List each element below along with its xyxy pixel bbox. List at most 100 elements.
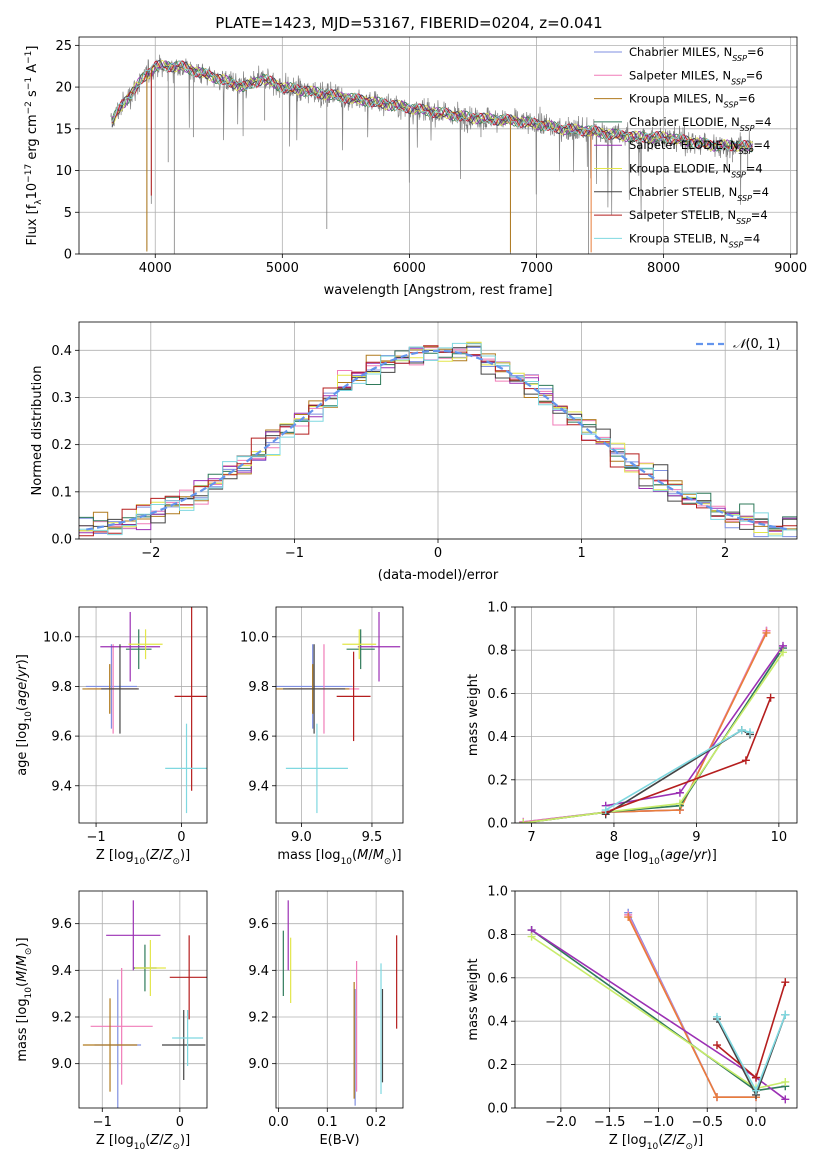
mass-weight-line — [716, 981, 787, 1079]
x-tick-label: 9 — [692, 830, 700, 845]
mass-weight-line — [627, 912, 756, 1098]
y-tick-label: 1.0 — [487, 601, 508, 616]
legend-entry: Salpeter STELIB, NSSP=4 — [629, 208, 768, 226]
axes-frame — [78, 890, 208, 1109]
y-tick-label: 9.4 — [51, 779, 72, 794]
x-tick-label: 8 — [610, 830, 618, 845]
y-tick-label: 0.0 — [51, 533, 72, 548]
model-spectrum-line — [111, 60, 753, 152]
y-axis-label: Flux [fλ10−17 erg cm−2 s−1 A−1] — [24, 46, 44, 246]
x-tick-label: 0.1 — [317, 1115, 338, 1130]
y-tick-label: 25 — [55, 39, 72, 54]
panel-mass-vs-ebv: 0.0 0.1 0.2 9.0 9.2 9.4 9.6 E(B-V) — [248, 890, 404, 1148]
x-tick-label: 5000 — [266, 261, 299, 276]
legend-entry: 𝒩(0, 1) — [733, 337, 780, 352]
panel-mass-vs-Z: −1 0 9.0 9.2 9.4 9.6 Z [log10(Z/Z⊙)] mass [log1… — [15, 890, 208, 1152]
legend: Chabrier MILES, NSSP=6 Salpeter MILES, NS… — [594, 45, 771, 249]
x-tick-label: 0 — [434, 546, 442, 561]
y-tick-label: 0.0 — [487, 817, 508, 832]
mass-weight-marker — [527, 932, 536, 941]
mass-weight-marker — [752, 1086, 761, 1095]
legend-entry: Chabrier ELODIE, NSSP=4 — [629, 115, 771, 132]
y-tick-label: 0.0 — [487, 1102, 508, 1117]
errorbar-point — [283, 644, 346, 734]
x-tick-label: 8000 — [647, 261, 680, 276]
y-tick-label: 0.4 — [487, 1015, 508, 1030]
model-spectrum-line — [112, 59, 753, 152]
x-axis-label: Z [log10(Z/Z⊙)] — [96, 848, 190, 867]
y-tick-label: 10 — [55, 164, 72, 179]
x-tick-label: 2 — [721, 546, 729, 561]
y-tick-label: 9.4 — [51, 964, 72, 979]
x-axis-label: (data-model)/error — [378, 568, 499, 583]
panel-age-vs-mass: 9.0 9.5 9.4 9.6 9.8 10.0 mass [log10(M/M⊙)] — [240, 606, 404, 867]
x-tick-label: 1 — [577, 546, 585, 561]
axes-frame — [275, 890, 404, 1109]
y-tick-label: 0.8 — [487, 644, 508, 659]
x-tick-label: 9.5 — [362, 830, 383, 845]
mass-weight-marker — [752, 1073, 761, 1082]
x-axis-label: mass [log10(M/M⊙)] — [277, 848, 401, 867]
errorbar-point — [90, 968, 153, 1085]
mass-weight-line — [523, 630, 768, 823]
y-tick-label: 9.0 — [51, 1057, 72, 1072]
y-tick-label: 0 — [64, 248, 72, 263]
mass-weight-marker — [712, 1012, 721, 1021]
y-axis-label: age [log10(age/yr)] — [15, 654, 34, 776]
mass-weight-marker — [601, 806, 610, 815]
axes-frame — [275, 606, 404, 824]
y-tick-label: 1.0 — [487, 885, 508, 900]
panel-massweight-vs-Z: −2.0 −1.5 −1.0 −0.5 0.0 0.0 0.2 0.4 0.6 0.8 1.0 Z [… — [466, 885, 798, 1152]
errorbar-point — [165, 723, 207, 814]
mass-weight-marker — [675, 799, 684, 808]
mass-weight-marker — [766, 693, 775, 702]
y-tick-label: 0.3 — [51, 391, 72, 406]
y-tick-label: 9.0 — [248, 1057, 269, 1072]
errorbar-point — [169, 935, 207, 1020]
mass-weight-marker — [778, 648, 787, 657]
axes-frame — [514, 890, 798, 1109]
y-tick-label: 9.6 — [51, 730, 72, 745]
legend-entry: Kroupa ELODIE, NSSP=4 — [629, 162, 763, 180]
y-tick-label: 0.8 — [487, 928, 508, 943]
mass-weight-marker — [781, 1077, 790, 1086]
grid — [515, 890, 797, 1109]
x-tick-label: −2.0 — [545, 1115, 577, 1130]
plot-area — [519, 626, 787, 823]
errorbar-point — [128, 629, 163, 660]
mass-weight-marker — [762, 628, 771, 637]
mass-weight-line — [523, 651, 784, 823]
plot-area — [282, 900, 398, 1106]
x-tick-label: 7 — [527, 830, 535, 845]
errorbar-point — [346, 629, 375, 670]
x-tick-label: −0.5 — [691, 1115, 723, 1130]
x-tick-label: 10 — [771, 830, 788, 845]
mass-weight-marker — [712, 1093, 721, 1102]
panel-massweight-vs-age: 7 8 9 10 0.0 0.2 0.4 0.6 0.8 1.0 age [log10(age/yr… — [466, 601, 798, 867]
y-tick-label: 0.2 — [51, 438, 72, 453]
axes-frame — [78, 321, 798, 540]
y-tick-label: 5 — [64, 206, 72, 221]
plot-area — [527, 908, 790, 1104]
errorbar-point — [357, 611, 401, 682]
y-tick-label: 0.2 — [487, 773, 508, 788]
x-tick-label: 7000 — [520, 261, 553, 276]
legend-entry: Chabrier STELIB, NSSP=4 — [629, 185, 769, 203]
x-tick-label: 0 — [176, 1115, 184, 1130]
figure-title: PLATE=1423, MJD=53167, FIBERID=0204, z=0… — [215, 14, 602, 32]
errorbar-point — [134, 940, 166, 996]
y-tick-label: 10.0 — [43, 630, 72, 645]
x-tick-label: 0.0 — [268, 1115, 289, 1130]
legend-entry: Salpeter ELODIE, NSSP=4 — [629, 138, 770, 156]
y-axis-label: mass weight — [466, 958, 481, 1040]
mass-weight-line — [523, 630, 768, 823]
y-tick-label: 9.4 — [248, 779, 269, 794]
panel-residuals: −2 −1 0 1 2 0.0 0.1 0.2 0.3 0.4 𝒩(0, 1) (data-model… — [30, 321, 798, 583]
x-tick-label: 6000 — [393, 261, 426, 276]
errorbar-point — [101, 644, 139, 734]
axes-frame — [514, 606, 798, 824]
y-axis-label: mass [log10(M/M⊙)] — [15, 937, 34, 1061]
y-tick-label: 15 — [55, 122, 72, 137]
errorbar-point — [336, 651, 371, 742]
